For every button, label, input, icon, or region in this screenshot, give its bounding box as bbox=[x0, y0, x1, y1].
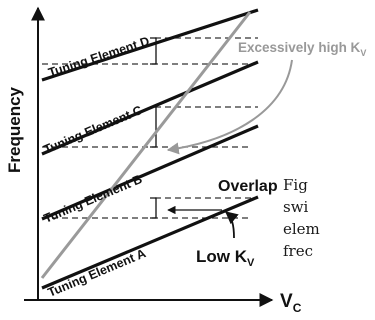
low-kv-arrow bbox=[225, 211, 239, 239]
dashed-guides bbox=[42, 37, 258, 219]
caption-line-3: elem bbox=[283, 220, 320, 238]
low-kv-label: Low KV bbox=[196, 247, 255, 269]
tuning-line-c bbox=[41, 60, 259, 156]
caption-line-4: frec bbox=[283, 242, 313, 260]
tuning-element-lines bbox=[41, 8, 259, 290]
x-axis-label: VC bbox=[280, 291, 302, 315]
caption-line-1: Fig bbox=[283, 176, 308, 194]
overlap-brackets bbox=[150, 37, 157, 219]
high-kv-arrow bbox=[166, 59, 293, 155]
tuning-line-a bbox=[41, 195, 259, 290]
tuning-line-b bbox=[41, 124, 259, 221]
y-axis-label: Frequency bbox=[5, 86, 24, 173]
tuning-label-d: Tuning Element D bbox=[47, 34, 151, 80]
caption-line-2: swi bbox=[283, 198, 309, 216]
tuning-label-c: Tuning Element C bbox=[42, 103, 145, 157]
overlap-label: Overlap bbox=[218, 178, 278, 195]
tuning-line-d bbox=[41, 8, 259, 82]
high-kv-line bbox=[40, 11, 252, 279]
high-kv-label: Excessively high KV bbox=[238, 40, 366, 58]
